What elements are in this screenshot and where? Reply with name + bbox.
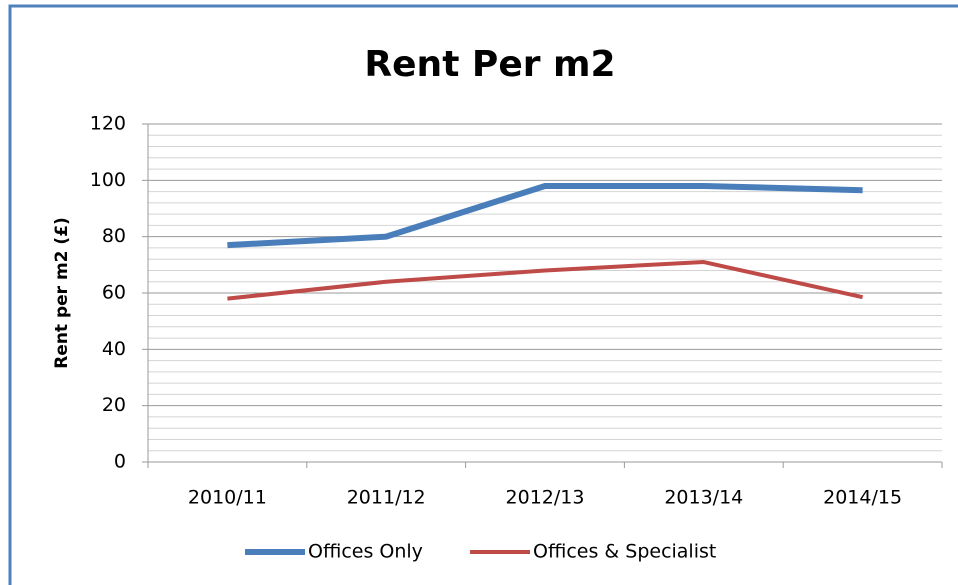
y-tick-label: 60 <box>102 282 126 304</box>
y-tick-label: 100 <box>90 169 126 191</box>
x-tick-label: 2011/12 <box>347 487 426 509</box>
chart-title: Rent Per m2 <box>364 44 615 85</box>
y-tick-label: 0 <box>114 451 126 473</box>
x-tick-label: 2012/13 <box>506 487 585 509</box>
data-line <box>227 260 864 301</box>
x-tick-label: 2013/14 <box>664 487 743 509</box>
legend-label: Offices & Specialist <box>533 541 716 563</box>
data-line <box>227 182 863 249</box>
y-tick-label: 40 <box>102 338 126 360</box>
legend-label: Offices Only <box>308 541 423 563</box>
chart-frame <box>8 4 958 585</box>
y-tick-label: 20 <box>102 394 126 416</box>
x-tick-label: 2010/11 <box>188 487 267 509</box>
y-axis-label: Rent per m2 (£) <box>52 217 72 369</box>
y-tick-label: 80 <box>102 225 126 247</box>
x-tick-label: 2014/15 <box>823 487 902 509</box>
y-tick-label: 120 <box>90 113 126 135</box>
